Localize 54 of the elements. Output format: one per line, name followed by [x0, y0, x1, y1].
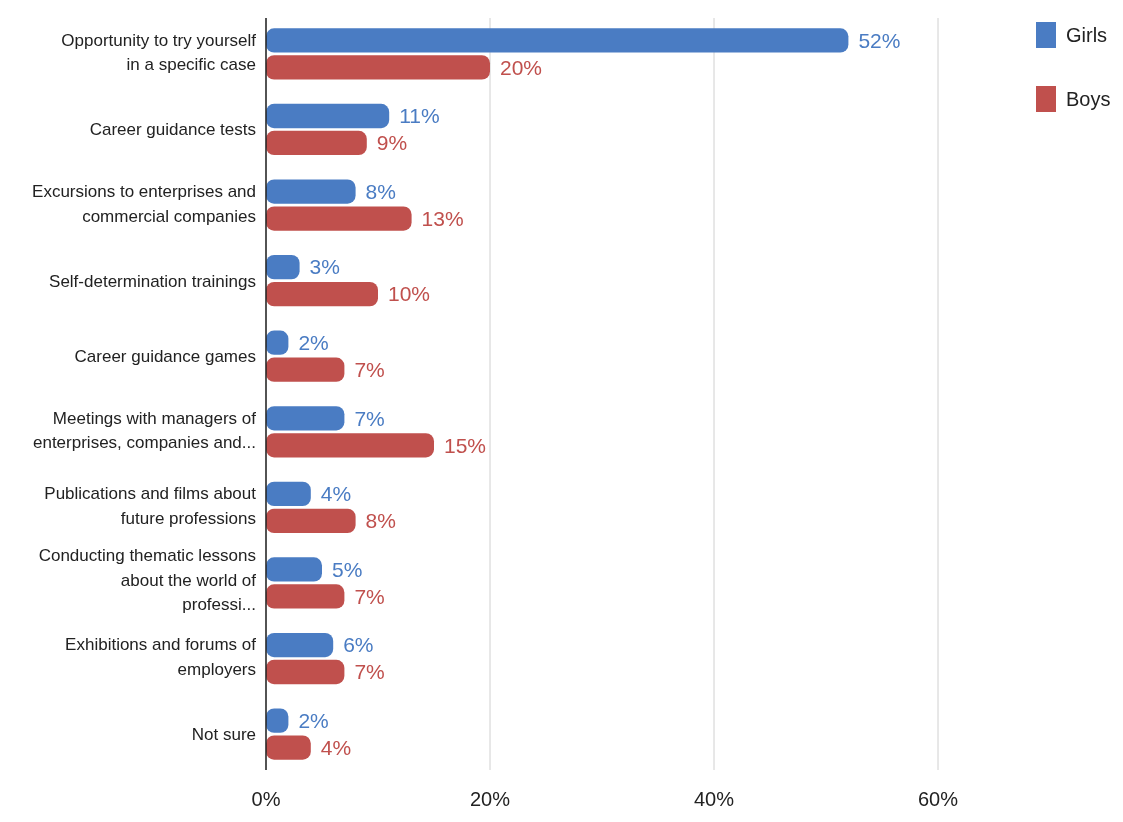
- y-tick-label: Career guidance games: [74, 347, 256, 367]
- data-label: 3%: [309, 255, 340, 279]
- bar: [266, 179, 356, 204]
- bar: [266, 130, 367, 156]
- bar: [266, 254, 300, 280]
- y-tick-label: Meetings with managers of enterprises, companies and...: [32, 408, 257, 453]
- data-label: 7%: [354, 358, 385, 382]
- data-label: 8%: [365, 179, 396, 203]
- bar: [266, 28, 849, 53]
- data-label: 6%: [343, 633, 374, 657]
- legend-label: Boys: [1066, 88, 1111, 110]
- bar: [266, 481, 311, 507]
- y-tick-label: Excursions to enterprises and commercial companies: [32, 182, 256, 226]
- bar: [266, 584, 345, 609]
- data-label: 2%: [298, 708, 329, 732]
- bar: [266, 735, 311, 760]
- data-label: 9%: [376, 131, 408, 155]
- data-label: 7%: [354, 660, 385, 684]
- bar: [266, 103, 390, 129]
- bar: [266, 206, 412, 231]
- data-label: 15%: [444, 433, 487, 457]
- data-label: 20%: [500, 55, 543, 79]
- x-tick-label: 60%: [917, 788, 959, 810]
- data-label: 4%: [320, 735, 352, 759]
- data-label: 7%: [354, 584, 385, 608]
- bar: [266, 557, 322, 582]
- data-label: 2%: [298, 331, 329, 355]
- data-label: 7%: [354, 406, 385, 430]
- y-tick-label: Not sure: [191, 725, 256, 745]
- data-label: 8%: [365, 509, 396, 533]
- data-label: 10%: [388, 282, 431, 306]
- bar: [266, 357, 345, 382]
- data-label: 52%: [858, 28, 901, 52]
- y-tick-label: Career guidance tests: [89, 120, 256, 140]
- bar: [266, 632, 334, 658]
- data-label: 4%: [320, 482, 352, 506]
- y-tick-label: Exhibitions and forums of employers: [65, 635, 257, 680]
- y-tick-label: Opportunity to try yourself in a specific case: [61, 30, 257, 75]
- bar: [266, 508, 356, 534]
- bar: [266, 406, 345, 431]
- y-tick-label: Conducting thematic lessons about the world of professi...: [38, 545, 257, 615]
- x-tick-label: 40%: [693, 788, 735, 810]
- bar: [266, 55, 490, 80]
- legend-label: Girls: [1066, 24, 1108, 46]
- x-tick-label: 20%: [469, 788, 511, 810]
- bar: [266, 433, 434, 458]
- data-label: 5%: [332, 557, 363, 581]
- x-tick-label: 0%: [251, 788, 281, 810]
- data-label: 11%: [399, 104, 440, 128]
- data-label: 13%: [421, 206, 464, 230]
- bar: [266, 659, 345, 685]
- y-tick-label: Publications and films about future professions: [44, 484, 257, 528]
- y-tick-label: Self-determination trainings: [49, 271, 256, 291]
- bar: [266, 281, 378, 307]
